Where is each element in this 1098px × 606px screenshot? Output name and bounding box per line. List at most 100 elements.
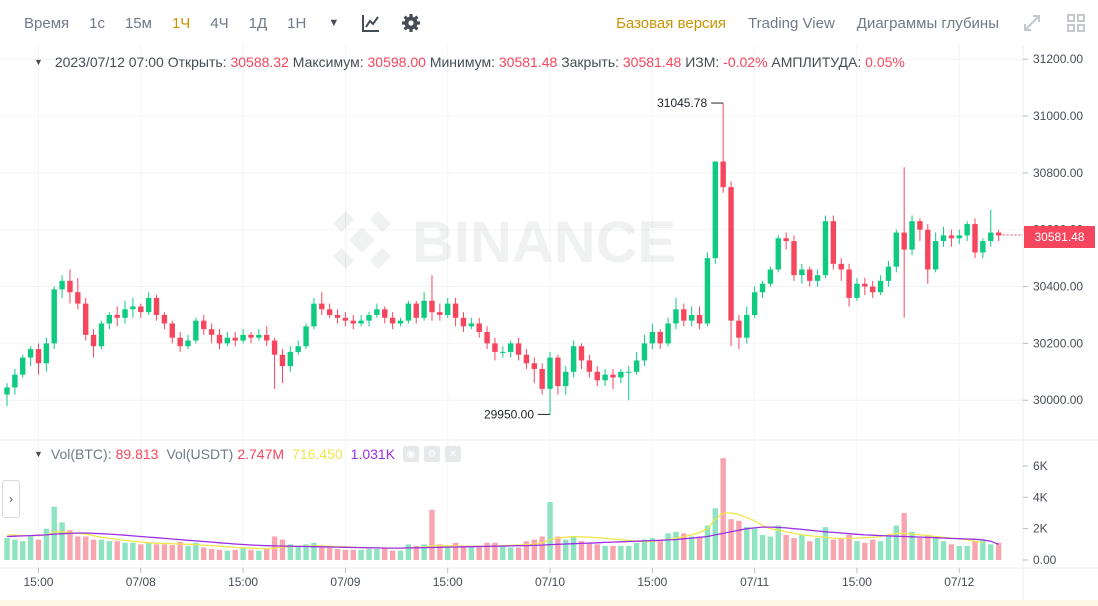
- candle: [106, 312, 113, 330]
- candle: [216, 329, 223, 350]
- interval-1h[interactable]: 1Ч: [171, 14, 191, 32]
- volume-bar: [161, 544, 168, 560]
- last-price-label: 30581.48: [1024, 226, 1095, 248]
- gear-icon[interactable]: [391, 13, 431, 33]
- candle-body: [484, 332, 490, 344]
- candle-body: [775, 238, 781, 270]
- volume-bar: [169, 545, 175, 560]
- candle: [673, 297, 679, 330]
- candle-body: [988, 232, 994, 242]
- interval-time[interactable]: Время: [24, 14, 70, 32]
- candle: [555, 354, 561, 395]
- candle-body: [673, 309, 679, 324]
- volume-bar: [177, 541, 183, 560]
- candle-body: [366, 314, 372, 321]
- candle: [138, 303, 144, 318]
- candle: [830, 215, 837, 270]
- volume-bar: [547, 502, 553, 560]
- volume-bar: [862, 542, 868, 560]
- candle: [279, 349, 286, 384]
- candle: [736, 314, 742, 350]
- interval-4h[interactable]: 4Ч: [210, 14, 229, 32]
- candle-body: [20, 357, 26, 375]
- settings-icon[interactable]: ⚙: [424, 446, 441, 462]
- candle-body: [932, 241, 939, 270]
- eye-icon[interactable]: ◉: [403, 446, 420, 462]
- candle-body: [208, 329, 215, 335]
- candle: [767, 266, 774, 287]
- candle: [547, 351, 553, 415]
- collapse-icon[interactable]: ▼: [34, 57, 43, 67]
- candle: [382, 306, 388, 324]
- volume-bar: [201, 547, 207, 560]
- candle-body: [460, 317, 467, 327]
- volume-legend: ▼ Vol(BTC): 89.813 Vol(USDT) 2.747M 716.…: [34, 446, 466, 462]
- volume-bar: [27, 536, 34, 560]
- volume-bar: [586, 542, 593, 560]
- view-basic[interactable]: Базовая версия: [616, 14, 727, 32]
- low-value: 30581.48: [498, 54, 558, 70]
- candle: [893, 229, 900, 273]
- close-icon[interactable]: ✕: [445, 446, 462, 462]
- volume-bar: [35, 539, 42, 560]
- candle: [445, 297, 451, 318]
- candle: [515, 337, 522, 361]
- candle: [271, 337, 278, 389]
- candle: [90, 329, 97, 358]
- watermark-text: BINANCE: [412, 210, 676, 275]
- volume-bar: [728, 519, 734, 560]
- candle: [791, 235, 797, 281]
- interval-1s[interactable]: 1с: [89, 14, 105, 32]
- time-tick-label: 07/09: [330, 575, 360, 589]
- view-tradingview[interactable]: Trading View: [748, 14, 835, 32]
- candle: [287, 346, 294, 372]
- candle-body: [248, 334, 254, 338]
- candle-body: [271, 340, 278, 355]
- candle-body: [909, 221, 915, 250]
- volume-bar: [846, 534, 852, 560]
- candle-body: [925, 229, 931, 270]
- view-depth[interactable]: Диаграммы глубины: [856, 14, 999, 32]
- volume-bar: [626, 545, 632, 560]
- interval-1w[interactable]: 1Н: [287, 14, 307, 32]
- candle: [311, 297, 317, 330]
- volume-bar: [759, 534, 766, 560]
- candle-body: [413, 303, 419, 318]
- candle: [610, 368, 616, 389]
- candle: [114, 306, 120, 327]
- volume-bar: [602, 545, 608, 560]
- volume-bar: [476, 545, 482, 560]
- candle-body: [838, 263, 844, 270]
- volume-bar: [964, 545, 970, 560]
- chevron-down-icon[interactable]: ▼: [328, 17, 340, 29]
- candle: [594, 366, 600, 387]
- volume-bar: [799, 534, 805, 560]
- candle: [169, 320, 175, 344]
- interval-1d[interactable]: 1Д: [248, 14, 268, 32]
- expand-side-panel-icon[interactable]: ›: [2, 480, 20, 518]
- candle-body: [421, 300, 427, 318]
- grid-layout-icon[interactable]: [1054, 13, 1098, 33]
- volume-bar: [523, 541, 530, 560]
- candle-body: [201, 320, 207, 330]
- candle-body: [114, 314, 120, 318]
- time-tick-label: 15:00: [842, 575, 872, 589]
- candle-body: [704, 258, 711, 324]
- candle: [523, 349, 530, 369]
- indicator-icon[interactable]: [351, 13, 391, 33]
- volume-bar: [397, 550, 404, 560]
- volume-bar: [90, 539, 97, 560]
- interval-15m[interactable]: 15м: [124, 14, 152, 32]
- collapse-volume-icon[interactable]: ▼: [34, 449, 43, 459]
- volume-bar: [208, 549, 215, 560]
- candle: [358, 314, 364, 327]
- vol-ma-short-value: 716.450: [292, 446, 343, 462]
- volume-bar: [421, 544, 427, 560]
- annotation-label: 31045.78: [657, 96, 707, 110]
- candle-body: [563, 371, 569, 387]
- candle-body: [681, 309, 687, 321]
- candle-body: [657, 332, 663, 344]
- fullscreen-icon[interactable]: [1010, 13, 1054, 33]
- candle-body: [720, 161, 726, 188]
